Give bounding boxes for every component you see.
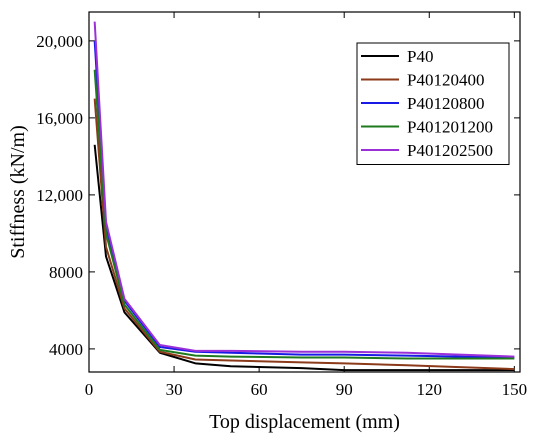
- y-tick-label: 8000: [49, 263, 83, 282]
- series-line-p40120400: [93, 98, 515, 371]
- y-tick-label: 4000: [49, 340, 83, 359]
- x-tick-label: 0: [85, 380, 94, 399]
- legend-label: P40120400: [407, 71, 484, 90]
- y-tick-label: 16,000: [36, 109, 83, 128]
- plot-frame: [88, 11, 521, 373]
- x-tick-label: 60: [251, 380, 268, 399]
- legend-label: P40120800: [407, 94, 484, 113]
- y-tick-label: 20,000: [36, 32, 83, 51]
- series-line-p401202500: [93, 21, 515, 358]
- legend: P40 P40120400 P40120800 P401201200 P40120250…: [356, 42, 510, 165]
- x-tick-label: 150: [502, 380, 528, 399]
- x-axis-label: Top displacement (mm): [209, 411, 400, 433]
- y-axis-label: Stiffness (kN/m): [7, 125, 29, 259]
- x-tick-label: 120: [417, 380, 443, 399]
- legend-label: P401202500: [407, 141, 493, 160]
- series-line-p40: [93, 144, 515, 372]
- axis-ticks: 0 30 60 90 120 150 4000 8000 12,000 16,000 20,000: [36, 12, 527, 399]
- x-tick-label: 30: [166, 380, 183, 399]
- y-tick-label: 12,000: [36, 186, 83, 205]
- series-lines: [93, 21, 515, 372]
- legend-label: P40: [407, 47, 433, 66]
- legend-label: P401201200: [407, 118, 493, 137]
- series-line-p401201200: [93, 69, 515, 360]
- x-tick-label: 90: [336, 380, 353, 399]
